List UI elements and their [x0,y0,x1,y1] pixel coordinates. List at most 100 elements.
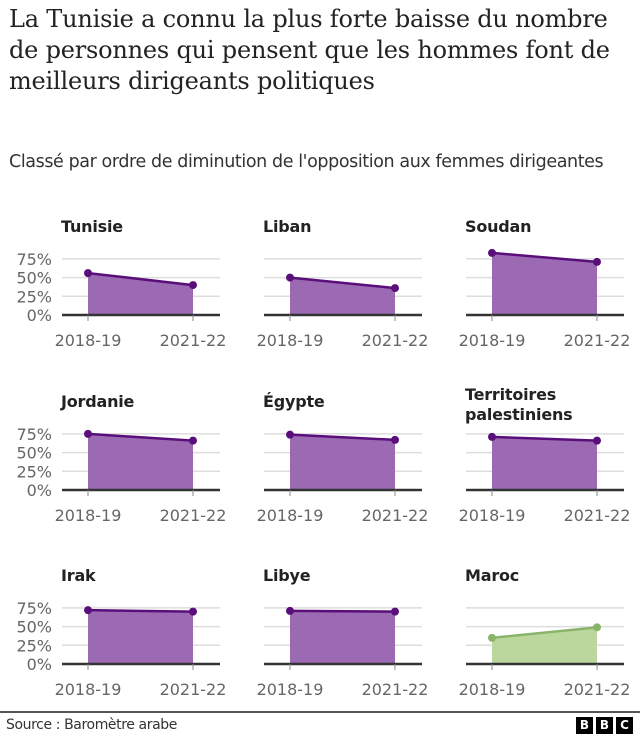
panel-tunisie: Tunisie 75% 50% 25% 0% 2018-19 2021-22 [0,217,226,387]
data-point [189,281,197,290]
area-fill [88,273,193,315]
area-fill [492,436,597,490]
area-chart: 2018-19 2021-22 [459,248,631,350]
data-point [84,269,92,278]
x-tick-label: 2018-19 [55,680,122,699]
panel-égypte: Égypte 2018-19 2021-22 [202,392,429,562]
panel-title: Libye [263,566,311,585]
y-tick-label: 50% [16,269,52,288]
y-tick-label: 75% [16,250,52,269]
trend-line [289,276,396,290]
y-tick-label: 75% [16,599,52,618]
panel-territoires-palestiniens: Territoires palestiniens 2018-19 2021-22 [404,385,631,562]
panel-title: Irak [61,566,96,585]
panel-title: Tunisie [61,217,123,236]
x-tick-label: 2021-22 [160,331,227,350]
trend-line [289,609,396,613]
trend-line [87,271,194,287]
area-chart: 75%50%25%0%2018-19 2021-22 [16,250,227,350]
trend-line [491,626,598,640]
bbc-logo-letter: C [616,717,633,734]
y-tick-label: 75% [16,425,52,444]
y-tick-label: 50% [16,618,52,637]
y-tick-label: 50% [16,444,52,463]
x-tick-label: 2018-19 [257,680,324,699]
source-note: Source : Baromètre arabe [6,717,177,733]
panel-title: Jordanie [61,392,135,411]
panel-title: Égypte [263,392,325,411]
area-chart: 2018-19 2021-22 [257,258,429,350]
trend-line [87,608,194,613]
data-point [391,284,399,293]
panel-title: Soudan [465,217,532,236]
panel-libye: Libye 2018-19 2021-22 [202,566,429,736]
chart-title: La Tunisie a connu la plus forte baisse … [9,5,610,95]
area-chart: 2018-19 2021-22 [257,430,429,525]
trend-line [289,433,396,442]
panel-title: Maroc [465,566,520,585]
area-chart: 2018-19 2021-22 [459,607,631,699]
data-point [593,257,601,266]
area-fill [88,433,193,490]
data-point [84,606,92,615]
x-tick-label: 2021-22 [362,331,429,350]
x-tick-label: 2018-19 [257,506,324,525]
x-tick-label: 2021-22 [362,680,429,699]
data-point [286,430,294,439]
chart-subtitle: Classé par ordre de diminution de l'oppo… [9,152,604,172]
data-point [286,273,294,282]
footer-divider [0,711,640,713]
x-tick-label: 2018-19 [55,506,122,525]
panel-liban: Liban 2018-19 2021-22 [202,217,429,387]
panel-jordanie: Jordanie 75% 50% 25% 0% 2018-19 2021-22 [0,392,226,562]
area-fill [290,610,395,664]
y-tick-label: 25% [16,462,52,481]
x-tick-label: 2021-22 [362,506,429,525]
data-point [84,429,92,438]
data-point [391,435,399,444]
data-point [286,606,294,615]
area-fill [290,434,395,490]
data-point [189,436,197,445]
area-chart: 75%50%25%0%2018-19 2021-22 [16,599,227,699]
area-fill [492,252,597,315]
area-fill [492,627,597,664]
panel-title: Territoires palestiniens [465,385,573,424]
data-point [488,248,496,257]
trend-line [491,251,598,264]
x-tick-label: 2018-19 [459,506,526,525]
data-point [488,432,496,441]
x-tick-label: 2021-22 [564,506,631,525]
area-chart: 75%50%25%0%2018-19 2021-22 [16,425,227,525]
trend-line [491,435,598,442]
y-tick-label: 25% [16,636,52,655]
bbc-logo-letter: B [596,717,613,734]
y-tick-label: 0% [27,655,52,674]
x-tick-label: 2021-22 [564,331,631,350]
x-tick-label: 2018-19 [459,331,526,350]
data-point [593,436,601,445]
panel-irak: Irak 75% 50% 25% 0% 2018-19 2021-22 [0,566,226,736]
trend-line [87,432,194,442]
x-tick-label: 2018-19 [459,680,526,699]
area-chart: 2018-19 2021-22 [257,606,429,699]
data-point [488,633,496,642]
x-tick-label: 2018-19 [55,331,122,350]
panel-title: Liban [263,217,312,236]
y-tick-label: 0% [27,306,52,325]
area-fill [290,277,395,315]
x-tick-label: 2021-22 [564,680,631,699]
x-tick-label: 2021-22 [160,680,227,699]
bbc-logo: B B C [576,717,633,734]
panel-soudan: Soudan 2018-19 2021-22 [404,217,631,387]
x-tick-label: 2018-19 [257,331,324,350]
y-tick-label: 0% [27,481,52,500]
bbc-logo-letter: B [576,717,593,734]
y-tick-label: 25% [16,287,52,306]
x-tick-label: 2021-22 [160,506,227,525]
data-point [391,607,399,616]
area-chart: 2018-19 2021-22 [459,432,631,525]
data-point [189,607,197,616]
panel-maroc: Maroc 2018-19 2021-22 [404,566,631,736]
data-point [593,623,601,632]
